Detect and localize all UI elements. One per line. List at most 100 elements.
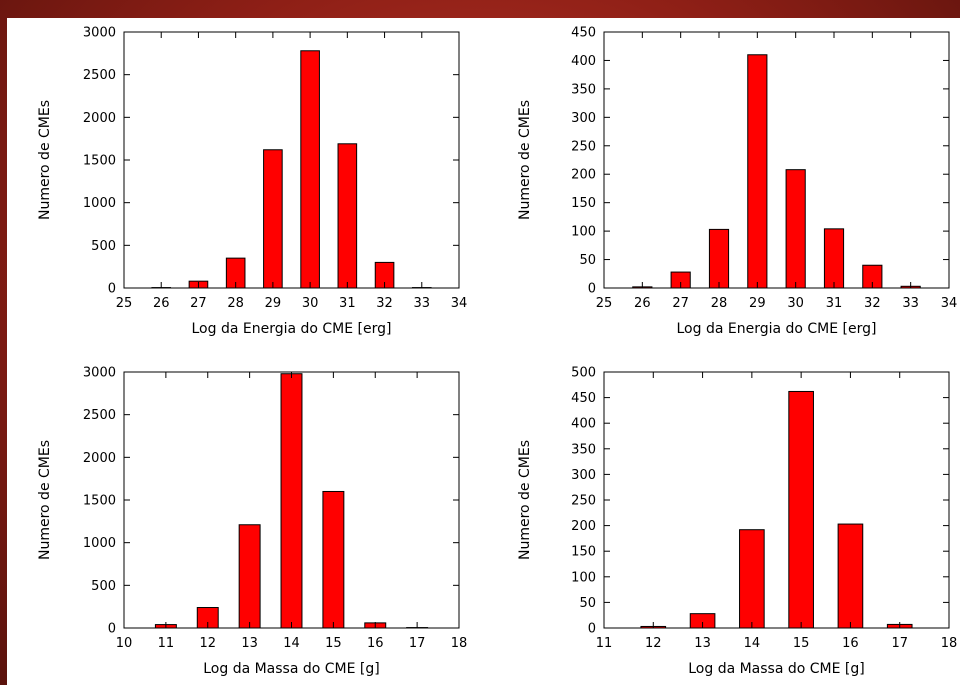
y-tick-label: 0 bbox=[588, 622, 596, 637]
y-tick-label: 200 bbox=[571, 168, 596, 183]
x-tick-label: 30 bbox=[302, 296, 319, 311]
x-axis-title: Log da Energia do CME [erg] bbox=[191, 321, 391, 337]
y-tick-label: 500 bbox=[91, 579, 116, 594]
y-tick-label: 200 bbox=[571, 519, 596, 534]
x-tick-label: 31 bbox=[826, 296, 843, 311]
x-tick-label: 18 bbox=[941, 636, 958, 651]
x-tick-label: 27 bbox=[190, 296, 207, 311]
y-tick-label: 450 bbox=[571, 391, 596, 406]
chart-4: 11 12 13 14 15 16 17 18 0 50 100 150 200 250 300 350 400… bbox=[517, 366, 957, 678]
bar bbox=[785, 169, 806, 289]
x-tick-label: 13 bbox=[694, 636, 711, 651]
bar bbox=[300, 50, 320, 289]
x-tick-label: 32 bbox=[376, 296, 393, 311]
x-tick-label: 27 bbox=[672, 296, 689, 311]
y-tick-label: 300 bbox=[571, 468, 596, 483]
y-tick-label: 2000 bbox=[83, 111, 116, 126]
y-tick-label: 100 bbox=[571, 225, 596, 240]
y-tick-label: 400 bbox=[571, 417, 596, 432]
y-tick-label: 0 bbox=[108, 282, 116, 297]
bar bbox=[837, 523, 864, 629]
y-tick-label: 350 bbox=[571, 442, 596, 457]
x-tick-label: 17 bbox=[891, 636, 908, 651]
chart-3: 10 11 12 13 14 15 16 17 18 0 500 1000 1500 2000 2500 30… bbox=[37, 366, 467, 678]
y-tick-label: 3000 bbox=[83, 26, 116, 41]
bar bbox=[280, 373, 303, 629]
y-tick-label: 500 bbox=[91, 239, 116, 254]
bar bbox=[238, 524, 261, 629]
y-tick-label: 1000 bbox=[83, 536, 116, 551]
x-tick-label: 12 bbox=[645, 636, 662, 651]
y-tick-label: 50 bbox=[579, 596, 596, 611]
x-tick-label: 29 bbox=[265, 296, 282, 311]
x-tick-label: 13 bbox=[241, 636, 258, 651]
figure-panel: 25 26 27 28 29 30 31 32 33 34 0 500 1000 1500 2000 2500… bbox=[7, 18, 960, 685]
y-tick-label: 400 bbox=[571, 54, 596, 69]
x-tick-label: 32 bbox=[864, 296, 881, 311]
x-tick-label: 26 bbox=[634, 296, 651, 311]
y-tick-label: 500 bbox=[571, 366, 596, 381]
bar bbox=[739, 529, 765, 629]
plot-frame bbox=[603, 31, 950, 289]
bar bbox=[322, 490, 345, 629]
bar bbox=[263, 149, 283, 289]
x-tick-label: 10 bbox=[116, 636, 133, 651]
plot-frame bbox=[123, 31, 460, 289]
bar bbox=[747, 54, 768, 289]
y-tick-label: 3000 bbox=[83, 366, 116, 381]
x-axis-title: Log da Energia do CME [erg] bbox=[676, 321, 876, 337]
x-tick-label: 33 bbox=[902, 296, 919, 311]
plot-frame bbox=[603, 371, 950, 629]
y-tick-label: 250 bbox=[571, 494, 596, 509]
y-tick-label: 450 bbox=[571, 26, 596, 41]
x-tick-label: 11 bbox=[596, 636, 613, 651]
x-tick-label: 15 bbox=[793, 636, 810, 651]
x-tick-label: 34 bbox=[941, 296, 958, 311]
x-tick-label: 12 bbox=[199, 636, 216, 651]
y-tick-label: 50 bbox=[579, 253, 596, 268]
y-axis-title: Numero de CMEs bbox=[517, 100, 533, 220]
y-tick-label: 1500 bbox=[83, 154, 116, 169]
x-tick-label: 14 bbox=[283, 636, 300, 651]
x-tick-label: 11 bbox=[158, 636, 175, 651]
y-axis-title: Numero de CMEs bbox=[37, 440, 53, 560]
y-tick-label: 150 bbox=[571, 545, 596, 560]
y-tick-label: 150 bbox=[571, 196, 596, 211]
x-tick-label: 14 bbox=[744, 636, 761, 651]
y-tick-label: 100 bbox=[571, 570, 596, 585]
x-tick-label: 25 bbox=[596, 296, 613, 311]
y-tick-label: 2000 bbox=[83, 451, 116, 466]
x-tick-label: 28 bbox=[711, 296, 728, 311]
x-tick-label: 15 bbox=[325, 636, 342, 651]
chart-2: 25 26 27 28 29 30 31 32 33 34 0 50 100 150 200 250 300 35… bbox=[517, 26, 957, 338]
x-tick-label: 28 bbox=[227, 296, 244, 311]
y-tick-label: 2500 bbox=[83, 408, 116, 423]
bar bbox=[708, 228, 730, 289]
x-axis-title: Log da Massa do CME [g] bbox=[688, 661, 865, 677]
x-tick-label: 16 bbox=[367, 636, 384, 651]
bar bbox=[337, 143, 358, 289]
y-tick-label: 300 bbox=[571, 111, 596, 126]
x-tick-label: 18 bbox=[451, 636, 468, 651]
x-tick-label: 17 bbox=[409, 636, 426, 651]
y-tick-label: 1500 bbox=[83, 494, 116, 509]
x-tick-label: 26 bbox=[153, 296, 170, 311]
x-tick-label: 29 bbox=[749, 296, 766, 311]
y-tick-label: 0 bbox=[588, 282, 596, 297]
chart-1: 25 26 27 28 29 30 31 32 33 34 0 500 1000 1500 2000 2500… bbox=[37, 26, 467, 338]
x-tick-label: 30 bbox=[787, 296, 804, 311]
y-axis-title: Numero de CMEs bbox=[37, 100, 53, 220]
y-tick-label: 350 bbox=[571, 82, 596, 97]
x-tick-label: 25 bbox=[116, 296, 133, 311]
bar bbox=[788, 390, 814, 629]
y-tick-label: 1000 bbox=[83, 196, 116, 211]
y-tick-label: 250 bbox=[571, 139, 596, 154]
x-tick-label: 34 bbox=[451, 296, 468, 311]
y-tick-label: 2500 bbox=[83, 68, 116, 83]
y-axis-title: Numero de CMEs bbox=[517, 440, 533, 560]
x-tick-label: 16 bbox=[842, 636, 859, 651]
x-axis-title: Log da Massa do CME [g] bbox=[203, 661, 380, 677]
bar bbox=[823, 228, 845, 289]
y-tick-label: 0 bbox=[108, 622, 116, 637]
chart-figure: 25 26 27 28 29 30 31 32 33 3405001000150020002500… bbox=[37, 26, 957, 678]
